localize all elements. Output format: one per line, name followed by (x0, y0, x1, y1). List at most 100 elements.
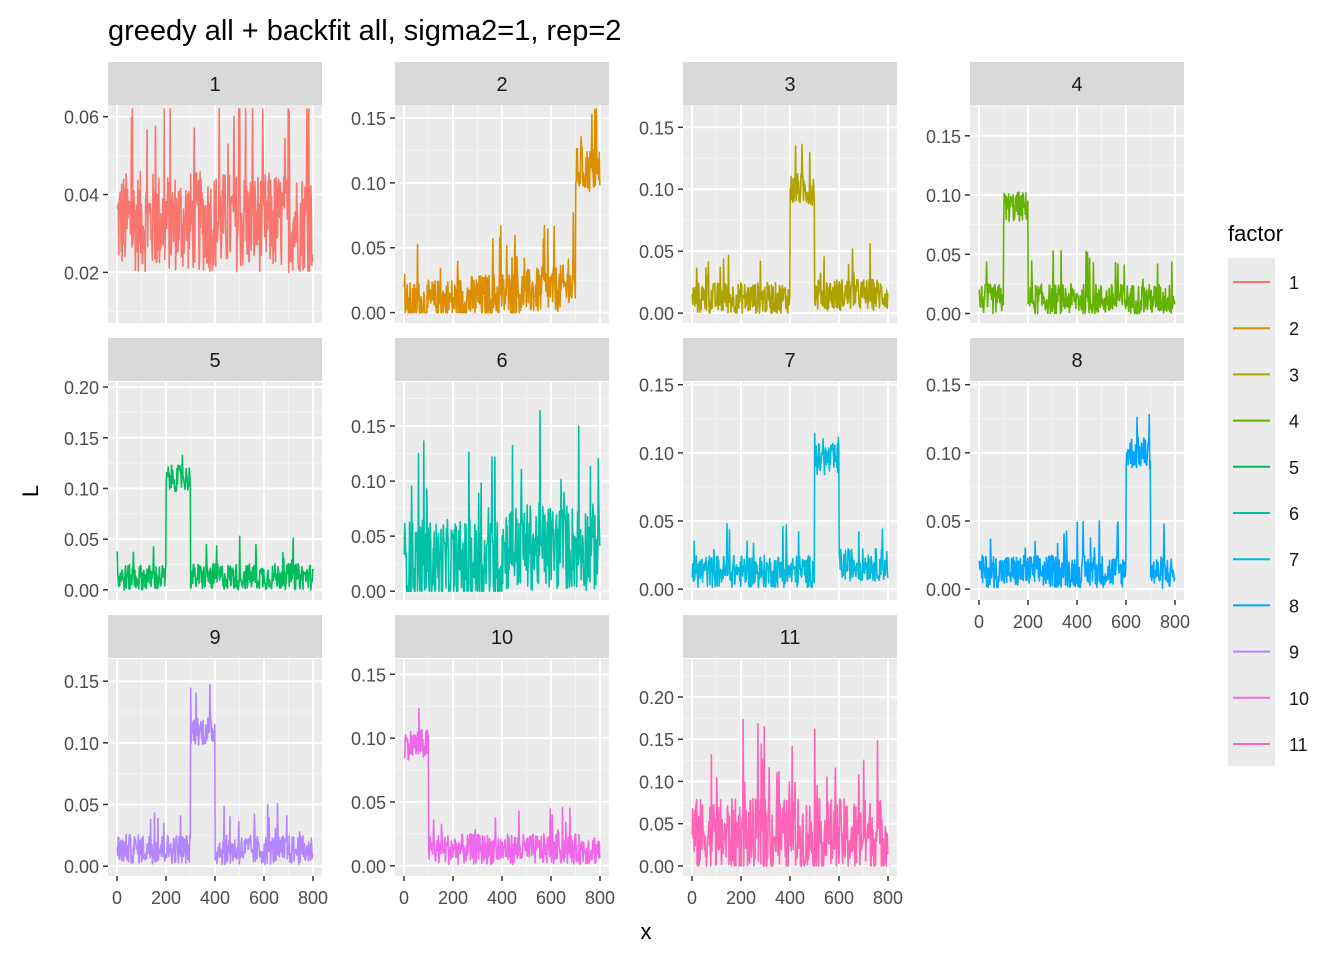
x-tick-label: 800 (585, 888, 615, 908)
y-tick-label: 0.02 (64, 263, 99, 283)
facet-strip-label: 2 (496, 74, 507, 96)
series-line-10 (403, 707, 601, 866)
y-tick-label: 0.00 (351, 582, 386, 602)
y-tick-label: 0.10 (926, 444, 961, 464)
facet-strip (395, 62, 609, 105)
facet-strip-label: 11 (780, 627, 801, 649)
y-tick-label: 0.00 (639, 857, 674, 877)
x-tick-label: 600 (824, 888, 854, 908)
y-tick-label: 0.20 (64, 378, 99, 398)
y-tick-label: 0.00 (64, 857, 99, 877)
y-tick-label: 0.05 (351, 527, 386, 547)
x-axis-label: x (641, 919, 652, 944)
facet-strip (970, 62, 1184, 105)
facet-strip (108, 338, 322, 381)
facet-strip-label: 10 (491, 627, 513, 649)
legend-label-5: 5 (1289, 458, 1299, 478)
facet-panel-9: 9 0.00 0.05 0.10 0.15 0 200 400 600 800 (64, 615, 328, 908)
legend-label-7: 7 (1289, 550, 1299, 570)
series-line-5 (116, 454, 314, 591)
y-tick-label: 0.10 (64, 479, 99, 499)
y-tick-label: 0.05 (926, 245, 961, 265)
series-line-1 (116, 108, 314, 274)
facet-strip (970, 338, 1184, 381)
y-tick-label: 0.05 (639, 512, 674, 532)
facet-panel-1: 1 0.02 0.04 0.06 (64, 62, 322, 323)
y-tick-label: 0.15 (926, 127, 961, 147)
y-tick-label: 0.10 (64, 734, 99, 754)
facet-strip-label: 7 (784, 350, 795, 372)
legend-label-9: 9 (1289, 643, 1299, 663)
y-tick-label: 0.10 (926, 186, 961, 206)
x-tick-label: 800 (873, 888, 903, 908)
y-tick-label: 0.00 (64, 581, 99, 601)
x-tick-label: 200 (151, 888, 181, 908)
series-line-7 (691, 432, 889, 589)
x-tick-label: 0 (399, 888, 409, 908)
x-tick-label: 400 (200, 888, 230, 908)
facet-panel-7: 7 0.00 0.05 0.10 0.15 (639, 338, 897, 600)
x-tick-label: 600 (1111, 612, 1141, 632)
facet-panel-4: 4 0.00 0.05 0.10 0.15 (926, 62, 1184, 325)
y-tick-label: 0.10 (639, 772, 674, 792)
facet-panel-6: 6 0.00 0.05 0.10 0.15 (351, 338, 609, 602)
facet-strip-label: 1 (209, 74, 220, 96)
facet-strip (108, 615, 322, 658)
x-tick-label: 200 (438, 888, 468, 908)
series-line-8 (978, 413, 1176, 590)
facet-panel-2: 2 0.00 0.05 0.10 0.15 (351, 62, 609, 324)
x-tick-label: 600 (249, 888, 279, 908)
x-tick-label: 200 (1013, 612, 1043, 632)
y-tick-label: 0.00 (926, 305, 961, 325)
legend-label-8: 8 (1289, 596, 1299, 616)
facet-panel-11: 11 0.00 0.05 0.10 0.15 0.20 0 200 400 600 800 (639, 615, 903, 908)
y-axis-label: L (18, 485, 43, 497)
y-tick-label: 0.05 (351, 793, 386, 813)
x-tick-label: 800 (298, 888, 328, 908)
y-tick-label: 0.04 (64, 186, 99, 206)
y-tick-label: 0.15 (351, 417, 386, 437)
y-tick-label: 0.10 (351, 472, 386, 492)
y-tick-label: 0.00 (926, 580, 961, 600)
x-tick-label: 600 (536, 888, 566, 908)
facet-panel-8: 8 0.00 0.05 0.10 0.15 0 200 400 600 800 (926, 338, 1190, 632)
series-line-6 (403, 409, 601, 593)
legend-label-2: 2 (1289, 319, 1299, 339)
series-line-11 (691, 718, 889, 867)
facet-panel-5: 5 0.00 0.05 0.10 0.15 0.20 (64, 338, 322, 601)
y-tick-label: 0.05 (639, 242, 674, 262)
facet-strip-label: 4 (1071, 74, 1082, 96)
series-line-2 (403, 108, 601, 314)
y-tick-label: 0.15 (639, 730, 674, 750)
facet-strip-label: 6 (496, 350, 507, 372)
x-tick-label: 0 (112, 888, 122, 908)
facet-panel-10: 10 0.00 0.05 0.10 0.15 0 200 400 600 800 (351, 615, 615, 908)
y-tick-label: 0.15 (351, 665, 386, 685)
y-tick-label: 0.05 (351, 239, 386, 259)
facet-strip (683, 615, 897, 658)
facet-strip (683, 338, 897, 381)
x-tick-label: 400 (487, 888, 517, 908)
series-line-9 (116, 683, 314, 866)
x-tick-label: 200 (726, 888, 756, 908)
y-tick-label: 0.15 (926, 376, 961, 396)
facet-panel-3: 3 0.00 0.05 0.10 0.15 (639, 62, 897, 324)
y-tick-label: 0.00 (639, 580, 674, 600)
y-tick-label: 0.00 (351, 857, 386, 877)
legend-label-4: 4 (1289, 412, 1299, 432)
legend-title: factor (1228, 221, 1283, 246)
facet-panels: 1 0.02 0.04 0.06 2 0.00 0.05 0.10 0.15 3 0.00 0.05 0… (64, 62, 1190, 908)
y-tick-label: 0.05 (926, 512, 961, 532)
x-tick-label: 400 (1062, 612, 1092, 632)
x-tick-label: 0 (974, 612, 984, 632)
x-tick-label: 400 (775, 888, 805, 908)
y-tick-label: 0.05 (639, 815, 674, 835)
facet-strip-label: 9 (209, 627, 220, 649)
facet-strip (683, 62, 897, 105)
y-tick-label: 0.10 (351, 174, 386, 194)
facet-strip-label: 3 (784, 74, 795, 96)
series-line-4 (978, 191, 1176, 315)
series-line-3 (691, 143, 889, 314)
legend-label-1: 1 (1289, 273, 1299, 293)
